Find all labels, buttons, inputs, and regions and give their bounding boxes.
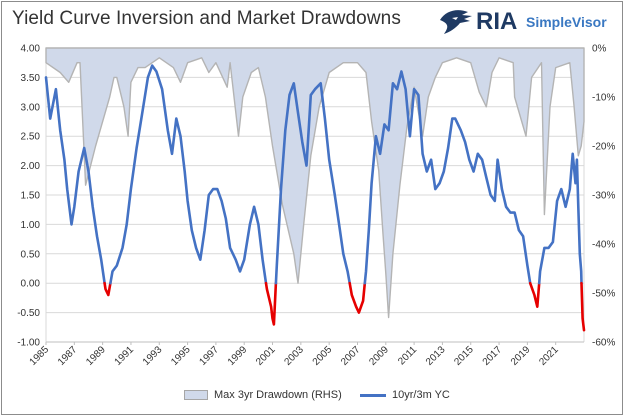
right-tick-label: -10% — [592, 93, 615, 104]
right-tick-label: -30% — [592, 191, 615, 202]
yield-curve-line-layer — [44, 64, 586, 332]
yield-curve-chart: 4.00 3.50 3.00 2.50 2.00 1.50 1.00 0.50 0.00 -0.5… — [17, 44, 615, 368]
x-tick-label: 1997 — [198, 344, 222, 368]
x-tick-label: 2003 — [282, 344, 306, 368]
x-axis-ticks: 1985 1987 1989 1991 1993 1995 1997 1999 2001 2003… — [28, 341, 584, 368]
left-tick-label: 0.00 — [21, 279, 41, 290]
legend-swatch-drawdown — [184, 390, 208, 400]
inversion-segment — [528, 281, 541, 308]
x-tick-label: 2007 — [339, 344, 363, 368]
x-tick-label: 1987 — [56, 344, 80, 368]
right-tick-label: 0% — [592, 44, 607, 55]
left-axis-ticks: 4.00 3.50 3.00 2.50 2.00 1.50 1.00 0.50 0.00 -0.5… — [17, 44, 40, 349]
yield-curve-segment — [537, 152, 583, 285]
left-tick-label: 0.50 — [21, 249, 41, 260]
left-tick-label: -1.00 — [17, 338, 40, 349]
right-tick-label: -20% — [592, 142, 615, 153]
yield-curve-segment — [363, 70, 532, 285]
left-tick-label: 3.00 — [21, 102, 41, 113]
right-axis-ticks: 0% -10% -20% -30% -40% -50% -60% — [592, 44, 615, 349]
yield-curve-segment — [109, 64, 268, 285]
x-tick-label: 2009 — [367, 344, 391, 368]
x-tick-label: 2013 — [424, 344, 448, 368]
left-tick-label: 2.50 — [21, 132, 41, 143]
x-tick-label: 2017 — [481, 344, 505, 368]
legend-swatch-yield-curve — [360, 393, 386, 397]
inversion-segment — [348, 281, 367, 314]
ria-logo: RIA SimpleVisor — [440, 8, 607, 35]
logo-brand-text: RIA — [476, 8, 517, 35]
right-tick-label: -50% — [592, 289, 615, 300]
gridlines — [45, 47, 585, 343]
x-tick-label: 1991 — [113, 344, 137, 368]
legend-item-drawdown: Max 3yr Drawdown (RHS) — [184, 389, 342, 401]
chart-legend: Max 3yr Drawdown (RHS) 10yr/3m YC — [2, 387, 624, 407]
inversion-segment — [580, 281, 586, 332]
chart-title: Yield Curve Inversion and Market Drawdow… — [12, 8, 401, 29]
left-tick-label: 4.00 — [21, 44, 41, 55]
right-tick-label: -40% — [592, 240, 615, 251]
eagle-icon — [440, 10, 472, 35]
x-tick-label: 2011 — [396, 344, 419, 367]
legend-label-yield-curve: 10yr/3m YC — [392, 389, 450, 401]
x-tick-label: 1993 — [141, 344, 165, 368]
logo-product-text: SimpleVisor — [526, 14, 607, 30]
legend-item-yield-curve: 10yr/3m YC — [360, 389, 450, 401]
x-tick-label: 1989 — [84, 344, 108, 368]
left-tick-label: 2.00 — [21, 161, 41, 172]
x-tick-label: 2015 — [452, 344, 476, 368]
drawdown-area-layer — [45, 47, 585, 319]
left-tick-label: 3.50 — [21, 73, 41, 84]
x-tick-label: 2021 — [537, 344, 561, 368]
inversion-segment — [103, 281, 112, 297]
left-tick-label: -0.50 — [17, 308, 40, 319]
yield-curve-segment — [274, 82, 351, 285]
x-tick-label: 2019 — [509, 344, 533, 368]
x-tick-label: 2001 — [254, 344, 278, 368]
x-tick-label: 1995 — [169, 344, 193, 368]
inversion-segment — [264, 281, 278, 326]
left-tick-label: 1.50 — [21, 191, 41, 202]
right-tick-label: -60% — [592, 338, 615, 349]
drawdown-area — [45, 47, 585, 319]
x-tick-label: 1999 — [226, 344, 250, 368]
yield-curve-segment — [44, 76, 106, 285]
legend-label-drawdown: Max 3yr Drawdown (RHS) — [214, 389, 342, 401]
left-tick-label: 1.00 — [21, 220, 41, 231]
x-tick-label: 2005 — [311, 344, 335, 368]
